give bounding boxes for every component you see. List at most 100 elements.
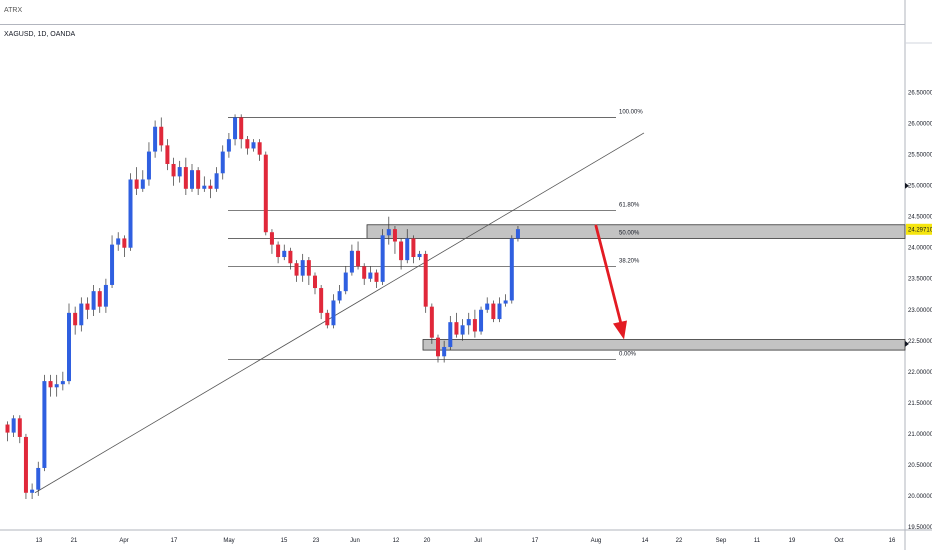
candle	[140, 170, 145, 192]
candle-body	[190, 170, 194, 189]
candle-body	[429, 306, 434, 338]
candle-body	[42, 381, 47, 468]
candle	[300, 253, 305, 282]
fib-label: 100.00%	[619, 109, 643, 115]
fib-label: 0.00%	[619, 351, 637, 357]
candle	[417, 250, 422, 261]
candle-body	[436, 337, 440, 357]
candle	[11, 415, 16, 437]
candle-body	[214, 173, 219, 189]
candle-body	[349, 250, 354, 273]
candle	[405, 229, 410, 264]
candle-body	[220, 151, 225, 174]
x-tick-label: 17	[171, 538, 178, 544]
candle-body	[103, 284, 108, 307]
candle	[282, 244, 287, 261]
candle	[60, 371, 65, 391]
candle	[497, 297, 502, 323]
candle-body	[208, 185, 213, 189]
y-tick-label: 21.00000	[908, 432, 932, 438]
y-tick-label: 23.50000	[908, 277, 932, 283]
candle	[460, 319, 465, 341]
axis-marker	[905, 340, 909, 347]
x-tick-label: Oct	[834, 538, 844, 544]
candle-body	[288, 250, 293, 264]
candle-body	[399, 241, 404, 261]
candle	[5, 421, 10, 442]
candle-body	[11, 418, 16, 433]
candle-body	[356, 250, 361, 267]
candle	[325, 309, 330, 329]
candle-body	[300, 260, 305, 276]
candle-body	[116, 238, 121, 245]
candle-body	[282, 250, 287, 258]
candle	[257, 139, 262, 161]
candle-body	[423, 253, 428, 307]
candle-body	[239, 117, 244, 140]
y-tick-label: 24.00000	[908, 246, 932, 252]
candle	[202, 176, 207, 192]
candle	[128, 173, 133, 251]
candle-body	[30, 489, 35, 493]
candle-body	[466, 319, 471, 326]
candle	[91, 284, 96, 316]
y-tick-label: 25.00000	[908, 184, 932, 190]
candle	[196, 167, 201, 195]
candle	[269, 229, 274, 254]
last-price-badge	[906, 223, 932, 235]
candle	[337, 284, 342, 304]
support-zone	[422, 339, 906, 351]
candle	[472, 309, 477, 338]
candle	[190, 163, 194, 192]
candle-body	[67, 312, 71, 382]
candle-body	[183, 167, 188, 189]
y-tick-label: 22.00000	[908, 370, 932, 376]
y-tick-label: 26.50000	[908, 91, 932, 97]
candle	[110, 235, 115, 289]
y-tick-label: 19.50000	[908, 525, 932, 531]
candle	[485, 297, 490, 313]
candle-body	[411, 238, 416, 258]
candle	[399, 238, 404, 270]
candle	[103, 278, 108, 313]
candle	[503, 294, 508, 307]
x-tick-label: 19	[789, 538, 796, 544]
candle	[374, 269, 379, 289]
candle-body	[417, 253, 422, 258]
last-price-label: 24.29710	[908, 227, 932, 233]
candle-body	[263, 154, 268, 233]
x-tick-label: Sep	[716, 538, 727, 544]
candle	[319, 284, 324, 320]
candle	[171, 157, 176, 186]
indicator-pane: ATRX	[0, 0, 905, 25]
candle	[349, 244, 354, 276]
candle	[208, 179, 213, 199]
candle	[515, 226, 520, 242]
y-tick-label: 21.50000	[908, 401, 932, 407]
candle-body	[337, 291, 342, 301]
candle	[436, 334, 440, 363]
candle	[116, 232, 121, 251]
candle-body	[374, 272, 379, 282]
candle	[226, 132, 231, 158]
candle-body	[472, 319, 477, 332]
candle	[54, 374, 59, 397]
candle-body	[153, 126, 158, 152]
projection-arrow-head	[613, 320, 627, 340]
candle	[331, 294, 336, 329]
y-tick-label: 26.00000	[908, 122, 932, 128]
candle-body	[48, 381, 53, 388]
candle	[239, 114, 244, 149]
x-tick-label: 20	[424, 538, 431, 544]
candle-body	[177, 167, 182, 177]
y-tick-label: 22.50000	[908, 339, 932, 345]
indicator-label: ATRX	[4, 7, 23, 14]
candle-body	[159, 126, 164, 146]
candle-body	[442, 346, 447, 357]
candle	[454, 312, 459, 338]
resistance-zone	[366, 224, 906, 239]
candle	[85, 297, 90, 320]
candle	[479, 306, 484, 335]
x-tick-label: 14	[642, 538, 649, 544]
